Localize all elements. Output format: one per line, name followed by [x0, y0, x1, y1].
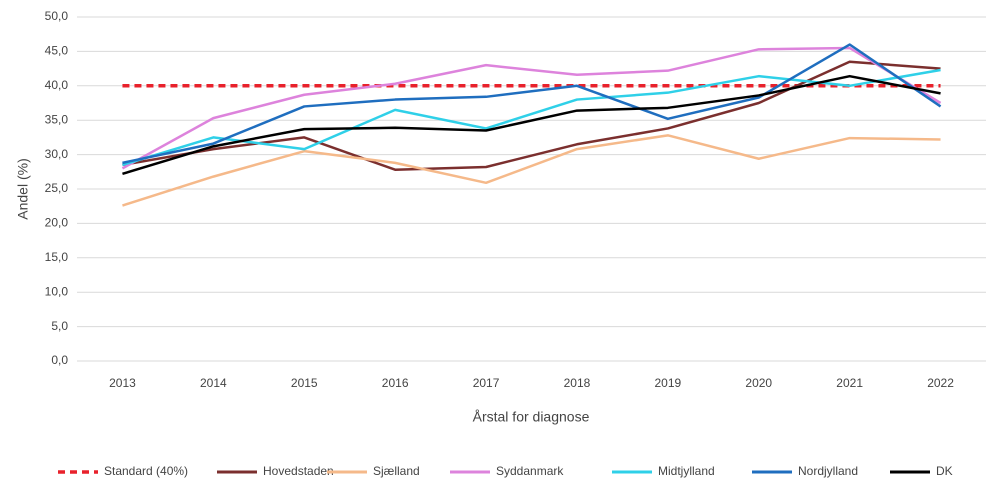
- y-tick-label: 25,0: [45, 181, 69, 195]
- x-tick-label: 2013: [109, 376, 136, 390]
- series-line: [122, 134, 941, 207]
- x-tick-label: 2021: [836, 376, 863, 390]
- x-tick-label: 2016: [382, 376, 409, 390]
- x-tick-label: 2014: [200, 376, 227, 390]
- x-tick-label: 2022: [927, 376, 954, 390]
- series-line: [121, 46, 942, 170]
- series-line: [122, 74, 941, 176]
- series-line: [122, 68, 941, 167]
- legend-label: Midtjylland: [658, 464, 715, 478]
- y-tick-label: 20,0: [45, 216, 69, 230]
- legend-label: Hovedstaden: [263, 464, 334, 478]
- series-line: [122, 43, 942, 165]
- y-tick-label: 35,0: [45, 112, 69, 126]
- x-axis-label: Årstal for diagnose: [473, 409, 590, 425]
- legend-label: Sjælland: [373, 464, 420, 478]
- y-axis-label: Andel (%): [15, 158, 31, 219]
- legend-label: DK: [936, 464, 953, 478]
- legend-label: Standard (40%): [104, 464, 188, 478]
- x-tick-label: 2015: [291, 376, 318, 390]
- x-tick-label: 2018: [564, 376, 591, 390]
- y-tick-label: 10,0: [45, 284, 69, 298]
- legend-label: Syddanmark: [496, 464, 564, 478]
- y-tick-label: 40,0: [45, 78, 69, 92]
- y-tick-label: 15,0: [45, 250, 69, 264]
- legend-label: Nordjylland: [798, 464, 858, 478]
- x-tick-label: 2019: [654, 376, 681, 390]
- y-tick-label: 0,0: [51, 353, 68, 367]
- y-tick-label: 30,0: [45, 147, 69, 161]
- x-tick-label: 2017: [473, 376, 500, 390]
- y-tick-label: 5,0: [51, 319, 68, 333]
- y-tick-label: 45,0: [45, 44, 69, 58]
- x-tick-label: 2020: [745, 376, 772, 390]
- series-line: [122, 60, 941, 171]
- y-tick-label: 50,0: [45, 9, 69, 23]
